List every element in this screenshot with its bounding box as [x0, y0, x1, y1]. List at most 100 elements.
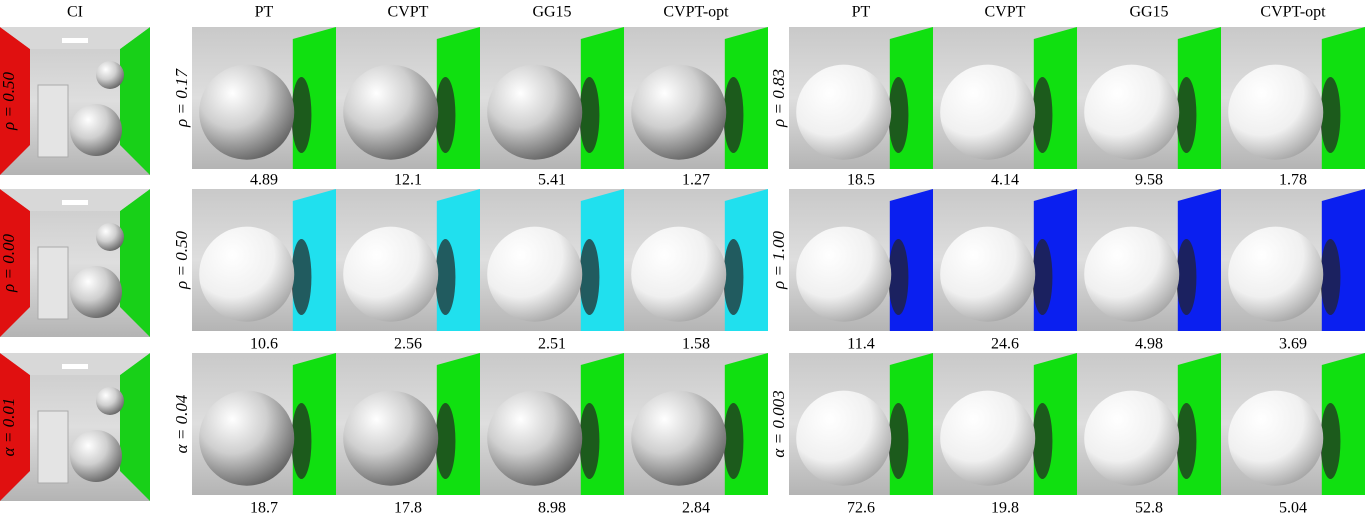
- shadow: [579, 239, 600, 316]
- error-value: 3.69: [1279, 336, 1307, 353]
- render-image: [1221, 189, 1365, 331]
- shadow: [291, 77, 312, 154]
- shadow: [888, 403, 909, 480]
- row-label: α = 0.04: [172, 394, 191, 453]
- shadow: [1320, 77, 1341, 154]
- shadow: [723, 239, 744, 316]
- row-label: ρ = 0.83: [769, 69, 788, 128]
- shadow: [1176, 403, 1197, 480]
- sphere: [1228, 64, 1324, 160]
- error-value: 10.6: [250, 336, 278, 353]
- render-image: [789, 353, 933, 495]
- render-image: [933, 189, 1077, 331]
- column-header: PT: [255, 4, 274, 21]
- sphere-small: [96, 387, 124, 415]
- error-value: 2.56: [394, 336, 422, 353]
- shadow: [1032, 77, 1053, 154]
- column-header: CVPT-opt: [1260, 4, 1326, 21]
- sphere: [199, 390, 295, 486]
- shadow: [723, 403, 744, 480]
- render-image: [480, 27, 624, 169]
- sphere: [199, 226, 295, 322]
- sphere-large: [70, 104, 122, 156]
- error-value: 5.41: [538, 172, 566, 189]
- render-image: [480, 353, 624, 495]
- shadow: [291, 403, 312, 480]
- sphere: [1084, 390, 1180, 486]
- render-image: [624, 353, 768, 495]
- error-value: 72.6: [847, 500, 875, 517]
- row-label: ρ = 0.50: [172, 231, 191, 290]
- render-image: [624, 189, 768, 331]
- light: [62, 364, 88, 369]
- error-value: 24.6: [991, 336, 1019, 353]
- green-wall: [120, 189, 150, 337]
- error-value: 4.89: [250, 172, 278, 189]
- shadow: [435, 239, 456, 316]
- shadow: [579, 403, 600, 480]
- column-header: CI: [67, 4, 83, 21]
- error-value: 2.51: [538, 336, 566, 353]
- render-image: [1221, 27, 1365, 169]
- row-label: ρ = 0.17: [172, 68, 191, 128]
- error-value: 17.8: [394, 500, 422, 517]
- error-value: 2.84: [682, 500, 710, 517]
- render-image: [336, 189, 480, 331]
- sphere: [1084, 226, 1180, 322]
- ci-image: [0, 189, 150, 337]
- column-header: CVPT: [388, 4, 429, 21]
- sphere: [940, 64, 1036, 160]
- sphere: [343, 226, 439, 322]
- shadow: [888, 77, 909, 154]
- error-value: 1.78: [1279, 172, 1307, 189]
- error-value: 9.58: [1135, 172, 1163, 189]
- error-value: 1.58: [682, 336, 710, 353]
- box: [37, 410, 69, 484]
- shadow: [1320, 403, 1341, 480]
- shadow: [579, 77, 600, 154]
- ci-image: [0, 27, 150, 175]
- render-image: [192, 353, 336, 495]
- render-image: [624, 27, 768, 169]
- error-value: 12.1: [394, 172, 422, 189]
- sphere: [796, 390, 892, 486]
- ci-image: [0, 353, 150, 501]
- column-header: GG15: [1129, 4, 1168, 21]
- render-image: [1077, 353, 1221, 495]
- shadow: [1176, 77, 1197, 154]
- sphere: [1084, 64, 1180, 160]
- row-label: ρ = 0.50: [0, 72, 18, 131]
- render-image: [336, 353, 480, 495]
- box: [37, 84, 69, 158]
- shadow: [435, 403, 456, 480]
- render-image: [192, 27, 336, 169]
- shadow: [1176, 239, 1197, 316]
- error-value: 18.5: [847, 172, 875, 189]
- row-label: ρ = 0.00: [0, 234, 18, 293]
- sphere: [631, 390, 727, 486]
- column-header: GG15: [532, 4, 571, 21]
- error-value: 11.4: [847, 336, 874, 353]
- error-value: 1.27: [682, 172, 710, 189]
- column-header: PT: [852, 4, 871, 21]
- red-wall: [0, 189, 30, 337]
- shadow: [291, 239, 312, 316]
- box: [37, 246, 69, 320]
- render-image: [789, 27, 933, 169]
- shadow: [435, 77, 456, 154]
- sphere: [487, 64, 583, 160]
- sphere: [631, 64, 727, 160]
- sphere-large: [70, 430, 122, 482]
- sphere: [1228, 390, 1324, 486]
- error-value: 8.98: [538, 500, 566, 517]
- shadow: [1032, 403, 1053, 480]
- error-value: 19.8: [991, 500, 1019, 517]
- error-value: 5.04: [1279, 500, 1307, 517]
- red-wall: [0, 27, 30, 175]
- column-header: CVPT: [985, 4, 1026, 21]
- sphere: [343, 64, 439, 160]
- row-label: ρ = 1.00: [769, 231, 788, 290]
- render-image: [933, 353, 1077, 495]
- shadow: [1320, 239, 1341, 316]
